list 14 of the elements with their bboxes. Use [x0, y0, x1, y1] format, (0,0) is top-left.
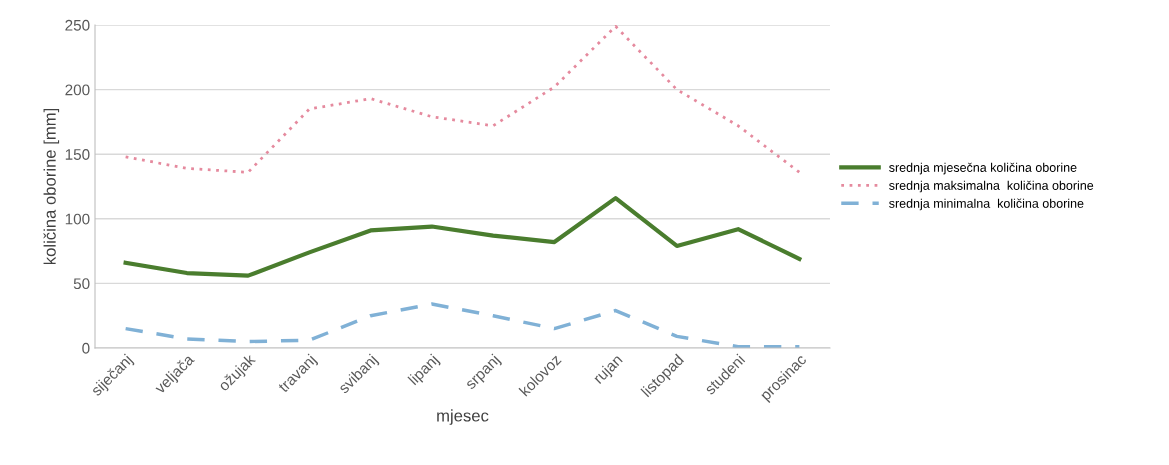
- y-tick-label: 50: [73, 278, 90, 290]
- y-tick-label: 150: [65, 149, 90, 160]
- y-tick-label: 0: [82, 342, 90, 354]
- y-tick-label: 100: [65, 213, 90, 225]
- x-axis-title: mjesec: [437, 409, 489, 425]
- line-series: [124, 25, 801, 174]
- y-axis-title: količina oborine [mm]: [43, 108, 60, 265]
- line-series: [123, 302, 802, 348]
- legend-label: srednja maksimalna količina oborine: [889, 180, 1094, 193]
- y-tick-label: 200: [65, 84, 90, 96]
- y-tick-label: 250: [65, 19, 90, 31]
- legend-label: srednja mjesečna količina oborine: [889, 162, 1077, 175]
- line-series: [123, 196, 802, 278]
- legend-label: srednja minimalna količina oborine: [889, 198, 1084, 211]
